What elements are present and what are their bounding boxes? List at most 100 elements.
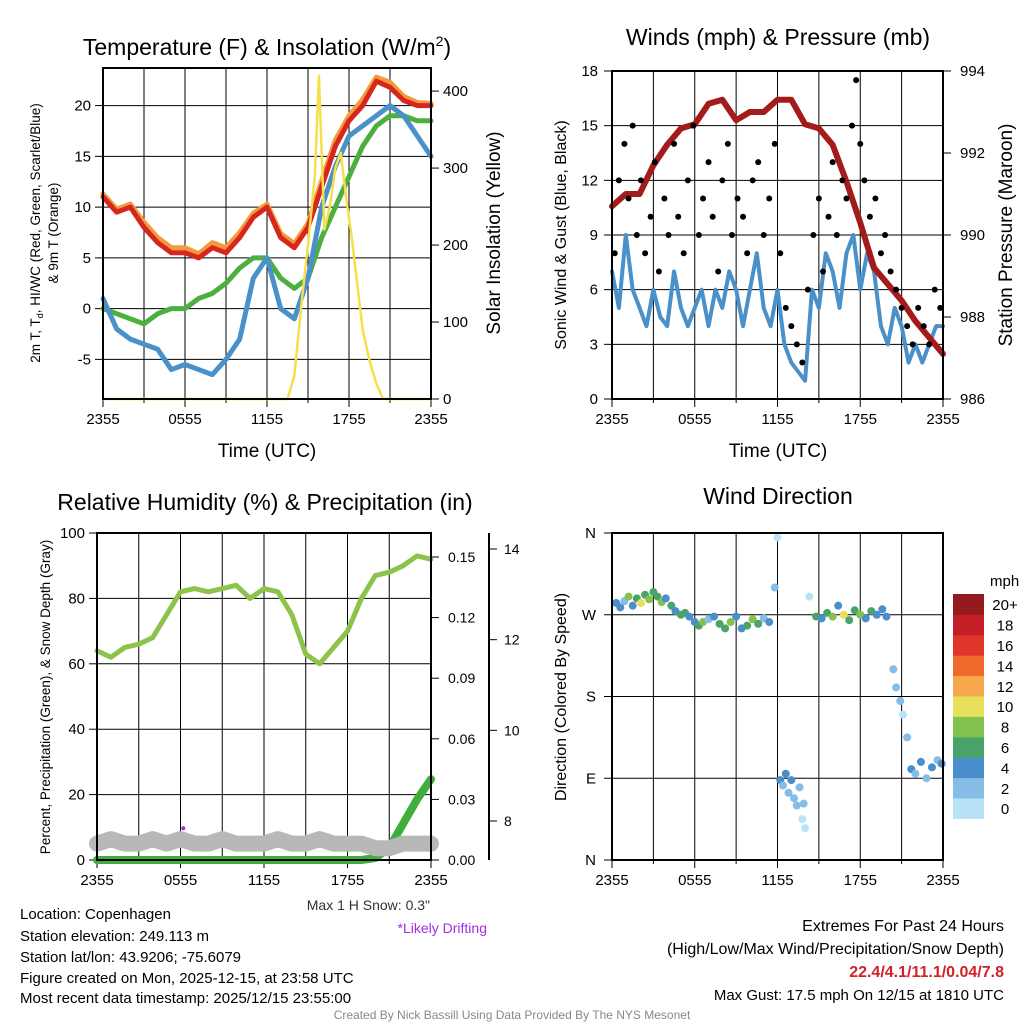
wind-direction-point xyxy=(839,610,848,619)
y-tick-label: 18 xyxy=(581,63,598,80)
wind-direction-point xyxy=(937,759,946,768)
gust-point xyxy=(877,250,884,257)
y2-tick-label: 100 xyxy=(443,314,468,331)
gust-point xyxy=(882,232,889,238)
x-tick-label: 2355 xyxy=(414,872,447,889)
y-tick-label: 0 xyxy=(83,301,91,318)
wind-direction-point xyxy=(892,683,901,692)
gust-point xyxy=(843,195,850,202)
gust-point xyxy=(904,323,911,330)
gust-point xyxy=(866,213,873,220)
drifting-point xyxy=(181,826,186,831)
legend-swatch xyxy=(953,757,984,779)
plot-border xyxy=(96,532,432,861)
y-tick-label: 0 xyxy=(77,852,85,869)
gust-point xyxy=(872,195,879,202)
y-label-rest: , HI/WC (Red, Green, Scarlet/Blue) xyxy=(28,103,43,313)
y2-axis-label: Solar Insolation (Yellow) xyxy=(484,131,505,334)
legend-swatch xyxy=(953,675,984,697)
gust-point xyxy=(629,122,636,129)
x-tick-label: 1755 xyxy=(844,872,877,889)
wind-direction-point xyxy=(801,824,810,833)
wind-direction-point xyxy=(784,788,793,797)
y-tick-label: 9 xyxy=(590,227,598,244)
wind-direction-point xyxy=(834,601,843,610)
y-axis-label: Percent, Precipitation (Green), & Snow D… xyxy=(38,540,53,854)
gust-point xyxy=(621,140,628,147)
gust-point xyxy=(665,232,672,238)
legend-label: 10 xyxy=(997,699,1014,716)
gust-point xyxy=(740,213,747,220)
gust-point xyxy=(771,140,778,147)
wind-direction-point xyxy=(861,614,870,623)
gust-point xyxy=(766,195,773,202)
y-tick-label: W xyxy=(582,607,597,624)
footer-latlon: Station lat/lon: 43.9206; -75.6079 xyxy=(20,949,242,966)
gust-point xyxy=(633,232,640,238)
x-tick-label: 1755 xyxy=(331,872,364,889)
gust-point xyxy=(637,177,644,184)
gust-point xyxy=(833,232,840,238)
x-tick-label: 0555 xyxy=(678,411,711,428)
gust-point xyxy=(848,122,855,129)
legend-swatch xyxy=(953,798,984,819)
y-tick-label: 80 xyxy=(68,590,85,607)
legend-swatch xyxy=(953,696,984,717)
x-tick-label: 1155 xyxy=(761,872,793,889)
x-tick-label: 1155 xyxy=(761,411,793,428)
wind-direction-point xyxy=(726,618,735,627)
y2-tick-label: 988 xyxy=(960,309,985,326)
x-tick-label: 2355 xyxy=(926,411,959,428)
wind-direction-point xyxy=(770,583,779,592)
gust-point xyxy=(671,140,678,147)
gust-point xyxy=(887,268,894,275)
wind-direction-point xyxy=(927,763,936,772)
credit: Created By Nick Bassill Using Data Provi… xyxy=(333,1008,691,1022)
gust-point xyxy=(680,250,687,257)
gust-point xyxy=(793,341,800,348)
series-line-2m-t xyxy=(100,78,434,261)
legend-swatch xyxy=(953,594,984,615)
gust-point xyxy=(647,213,654,220)
x-tick-label: 1755 xyxy=(332,411,365,428)
wind-direction-point xyxy=(787,776,796,785)
gust-point xyxy=(915,304,922,311)
series-line-relative-humidity xyxy=(94,553,434,667)
y2-tick-label: 986 xyxy=(960,391,985,408)
x-tick-label: 2355 xyxy=(86,411,119,428)
x-tick-label: 1755 xyxy=(844,411,877,428)
gust-point xyxy=(695,232,702,238)
chart-title: Wind Direction xyxy=(703,483,853,509)
max-gust: Max Gust: 17.5 mph On 12/15 at 1810 UTC xyxy=(713,987,1004,1004)
gust-point xyxy=(829,159,836,166)
y2-tick-label: 0.00 xyxy=(448,852,475,868)
gust-point xyxy=(719,177,726,184)
gust-point xyxy=(760,232,767,238)
gust-point xyxy=(839,177,846,184)
gust-point xyxy=(705,159,712,166)
legend-label: 0 xyxy=(1001,801,1009,818)
gust-point xyxy=(744,250,751,257)
wind-direction-point xyxy=(911,769,920,778)
plot-border xyxy=(611,70,944,400)
plot-border xyxy=(611,532,944,861)
gust-point xyxy=(777,250,784,257)
chart-title: Winds (mph) & Pressure (mb) xyxy=(626,24,930,50)
footer-created: Figure created on Mon, 2025-12-15, at 23… xyxy=(20,970,354,987)
y-tick-label: -5 xyxy=(78,351,91,368)
wind-direction-point xyxy=(790,794,799,803)
wind-direction-point xyxy=(773,533,782,542)
legend-label: 18 xyxy=(997,618,1014,635)
extremes-subtitle: (High/Low/Max Wind/Precipitation/Snow De… xyxy=(666,941,1004,958)
y-tick-label: 12 xyxy=(581,172,598,189)
wind-direction-point xyxy=(624,592,633,601)
wind-direction-point xyxy=(805,592,814,601)
gust-point xyxy=(853,77,860,84)
gust-point xyxy=(611,250,618,257)
y2-tick-label: 0.06 xyxy=(448,731,475,747)
y2-tick-label: 300 xyxy=(443,160,468,177)
gust-point xyxy=(810,232,817,238)
legend-swatch xyxy=(953,716,984,738)
x-tick-label: 1155 xyxy=(251,411,283,428)
wind-direction-point xyxy=(845,616,854,625)
